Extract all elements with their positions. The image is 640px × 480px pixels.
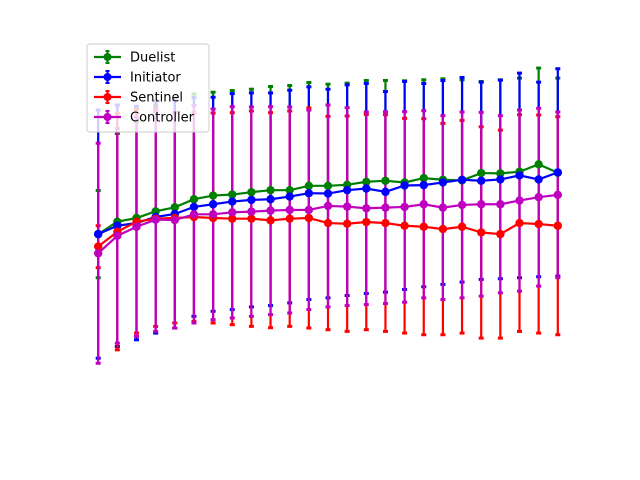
point-sentinel-16 [381, 218, 390, 228]
point-controller-23 [515, 196, 524, 205]
point-duelist-7 [208, 191, 218, 200]
point-duelist-18 [419, 173, 428, 183]
point-controller-8 [228, 208, 237, 217]
point-controller-13 [323, 201, 333, 211]
point-initiator-8 [228, 197, 237, 206]
legend-label-duelist: Duelist [130, 51, 175, 66]
legend-label-initiator: Initiator [130, 71, 181, 86]
point-sentinel-13 [323, 218, 333, 228]
point-duelist-21 [477, 168, 486, 178]
point-controller-24 [534, 193, 543, 202]
point-sentinel-8 [228, 214, 237, 223]
plot-area [93, 66, 563, 365]
point-initiator-12 [304, 188, 314, 198]
point-duelist-22 [496, 169, 505, 178]
point-duelist-15 [362, 177, 371, 186]
point-controller-19 [438, 203, 448, 212]
point-sentinel-25 [553, 221, 563, 230]
point-duelist-16 [381, 176, 390, 185]
point-sentinel-14 [342, 219, 352, 228]
point-controller-4 [151, 215, 160, 224]
point-controller-17 [400, 202, 409, 212]
legend-box [86, 43, 210, 133]
legend-item-sentinel: Sentinel [94, 90, 183, 106]
point-controller-20 [457, 200, 467, 210]
point-duelist-12 [304, 181, 314, 191]
point-initiator-2 [113, 221, 122, 230]
point-controller-21 [477, 200, 486, 209]
point-initiator-14 [342, 185, 352, 195]
legend-item-duelist: Duelist [94, 50, 175, 66]
point-sentinel-11 [285, 214, 294, 223]
legend-marker-duelist [103, 53, 112, 61]
point-controller-10 [266, 206, 275, 215]
point-sentinel-23 [515, 218, 524, 228]
legend-item-controller: Controller [94, 110, 195, 126]
point-controller-12 [304, 205, 314, 215]
legend: Duelist Initiator Sentinel Controller [86, 43, 210, 133]
point-duelist-9 [247, 187, 256, 197]
point-initiator-9 [247, 195, 256, 205]
point-initiator-22 [496, 175, 505, 184]
point-initiator-13 [323, 189, 333, 198]
point-initiator-24 [534, 175, 543, 184]
point-sentinel-19 [438, 224, 448, 234]
point-initiator-11 [285, 192, 294, 201]
point-controller-1 [93, 249, 103, 258]
point-controller-7 [208, 210, 218, 219]
point-controller-18 [419, 200, 428, 209]
point-initiator-19 [438, 178, 448, 187]
point-controller-5 [170, 215, 179, 225]
point-controller-25 [553, 190, 563, 200]
point-initiator-17 [400, 181, 409, 190]
point-controller-16 [381, 203, 390, 212]
point-sentinel-9 [247, 214, 256, 223]
point-duelist-10 [266, 185, 275, 195]
point-controller-3 [132, 222, 141, 231]
point-initiator-21 [477, 176, 486, 185]
point-sentinel-12 [304, 213, 314, 223]
point-initiator-25 [553, 168, 563, 177]
point-initiator-6 [189, 202, 199, 212]
legend-label-controller: Controller [130, 111, 195, 126]
point-controller-22 [496, 200, 505, 209]
point-duelist-24 [534, 160, 543, 169]
legend-label-sentinel: Sentinel [130, 91, 183, 106]
point-initiator-15 [362, 184, 371, 193]
point-controller-14 [342, 202, 352, 211]
point-controller-15 [362, 204, 371, 213]
point-sentinel-17 [400, 221, 409, 230]
legend-marker-controller [103, 113, 112, 121]
point-initiator-16 [381, 187, 390, 197]
point-initiator-20 [457, 175, 467, 184]
point-initiator-10 [266, 195, 275, 204]
point-duelist-11 [285, 185, 294, 195]
point-sentinel-18 [419, 222, 428, 231]
point-controller-6 [189, 210, 199, 219]
point-initiator-18 [419, 180, 428, 190]
series-line-controller [93, 190, 563, 258]
point-sentinel-20 [457, 222, 467, 231]
point-sentinel-15 [362, 217, 371, 227]
point-duelist-8 [228, 190, 237, 199]
point-initiator-1 [93, 229, 103, 239]
point-initiator-23 [515, 171, 524, 180]
point-initiator-7 [208, 200, 218, 209]
point-sentinel-21 [477, 228, 486, 237]
legend-item-initiator: Initiator [94, 70, 181, 86]
point-sentinel-1 [93, 242, 103, 251]
point-sentinel-10 [266, 216, 275, 225]
point-sentinel-22 [496, 229, 505, 239]
point-duelist-13 [323, 181, 333, 191]
point-duelist-6 [189, 195, 199, 204]
point-duelist-5 [170, 203, 179, 212]
point-controller-2 [113, 231, 122, 240]
point-controller-9 [247, 207, 256, 216]
legend-marker-initiator [103, 73, 112, 81]
point-controller-11 [285, 205, 294, 215]
point-sentinel-24 [534, 219, 543, 229]
legend-marker-sentinel [103, 93, 112, 101]
